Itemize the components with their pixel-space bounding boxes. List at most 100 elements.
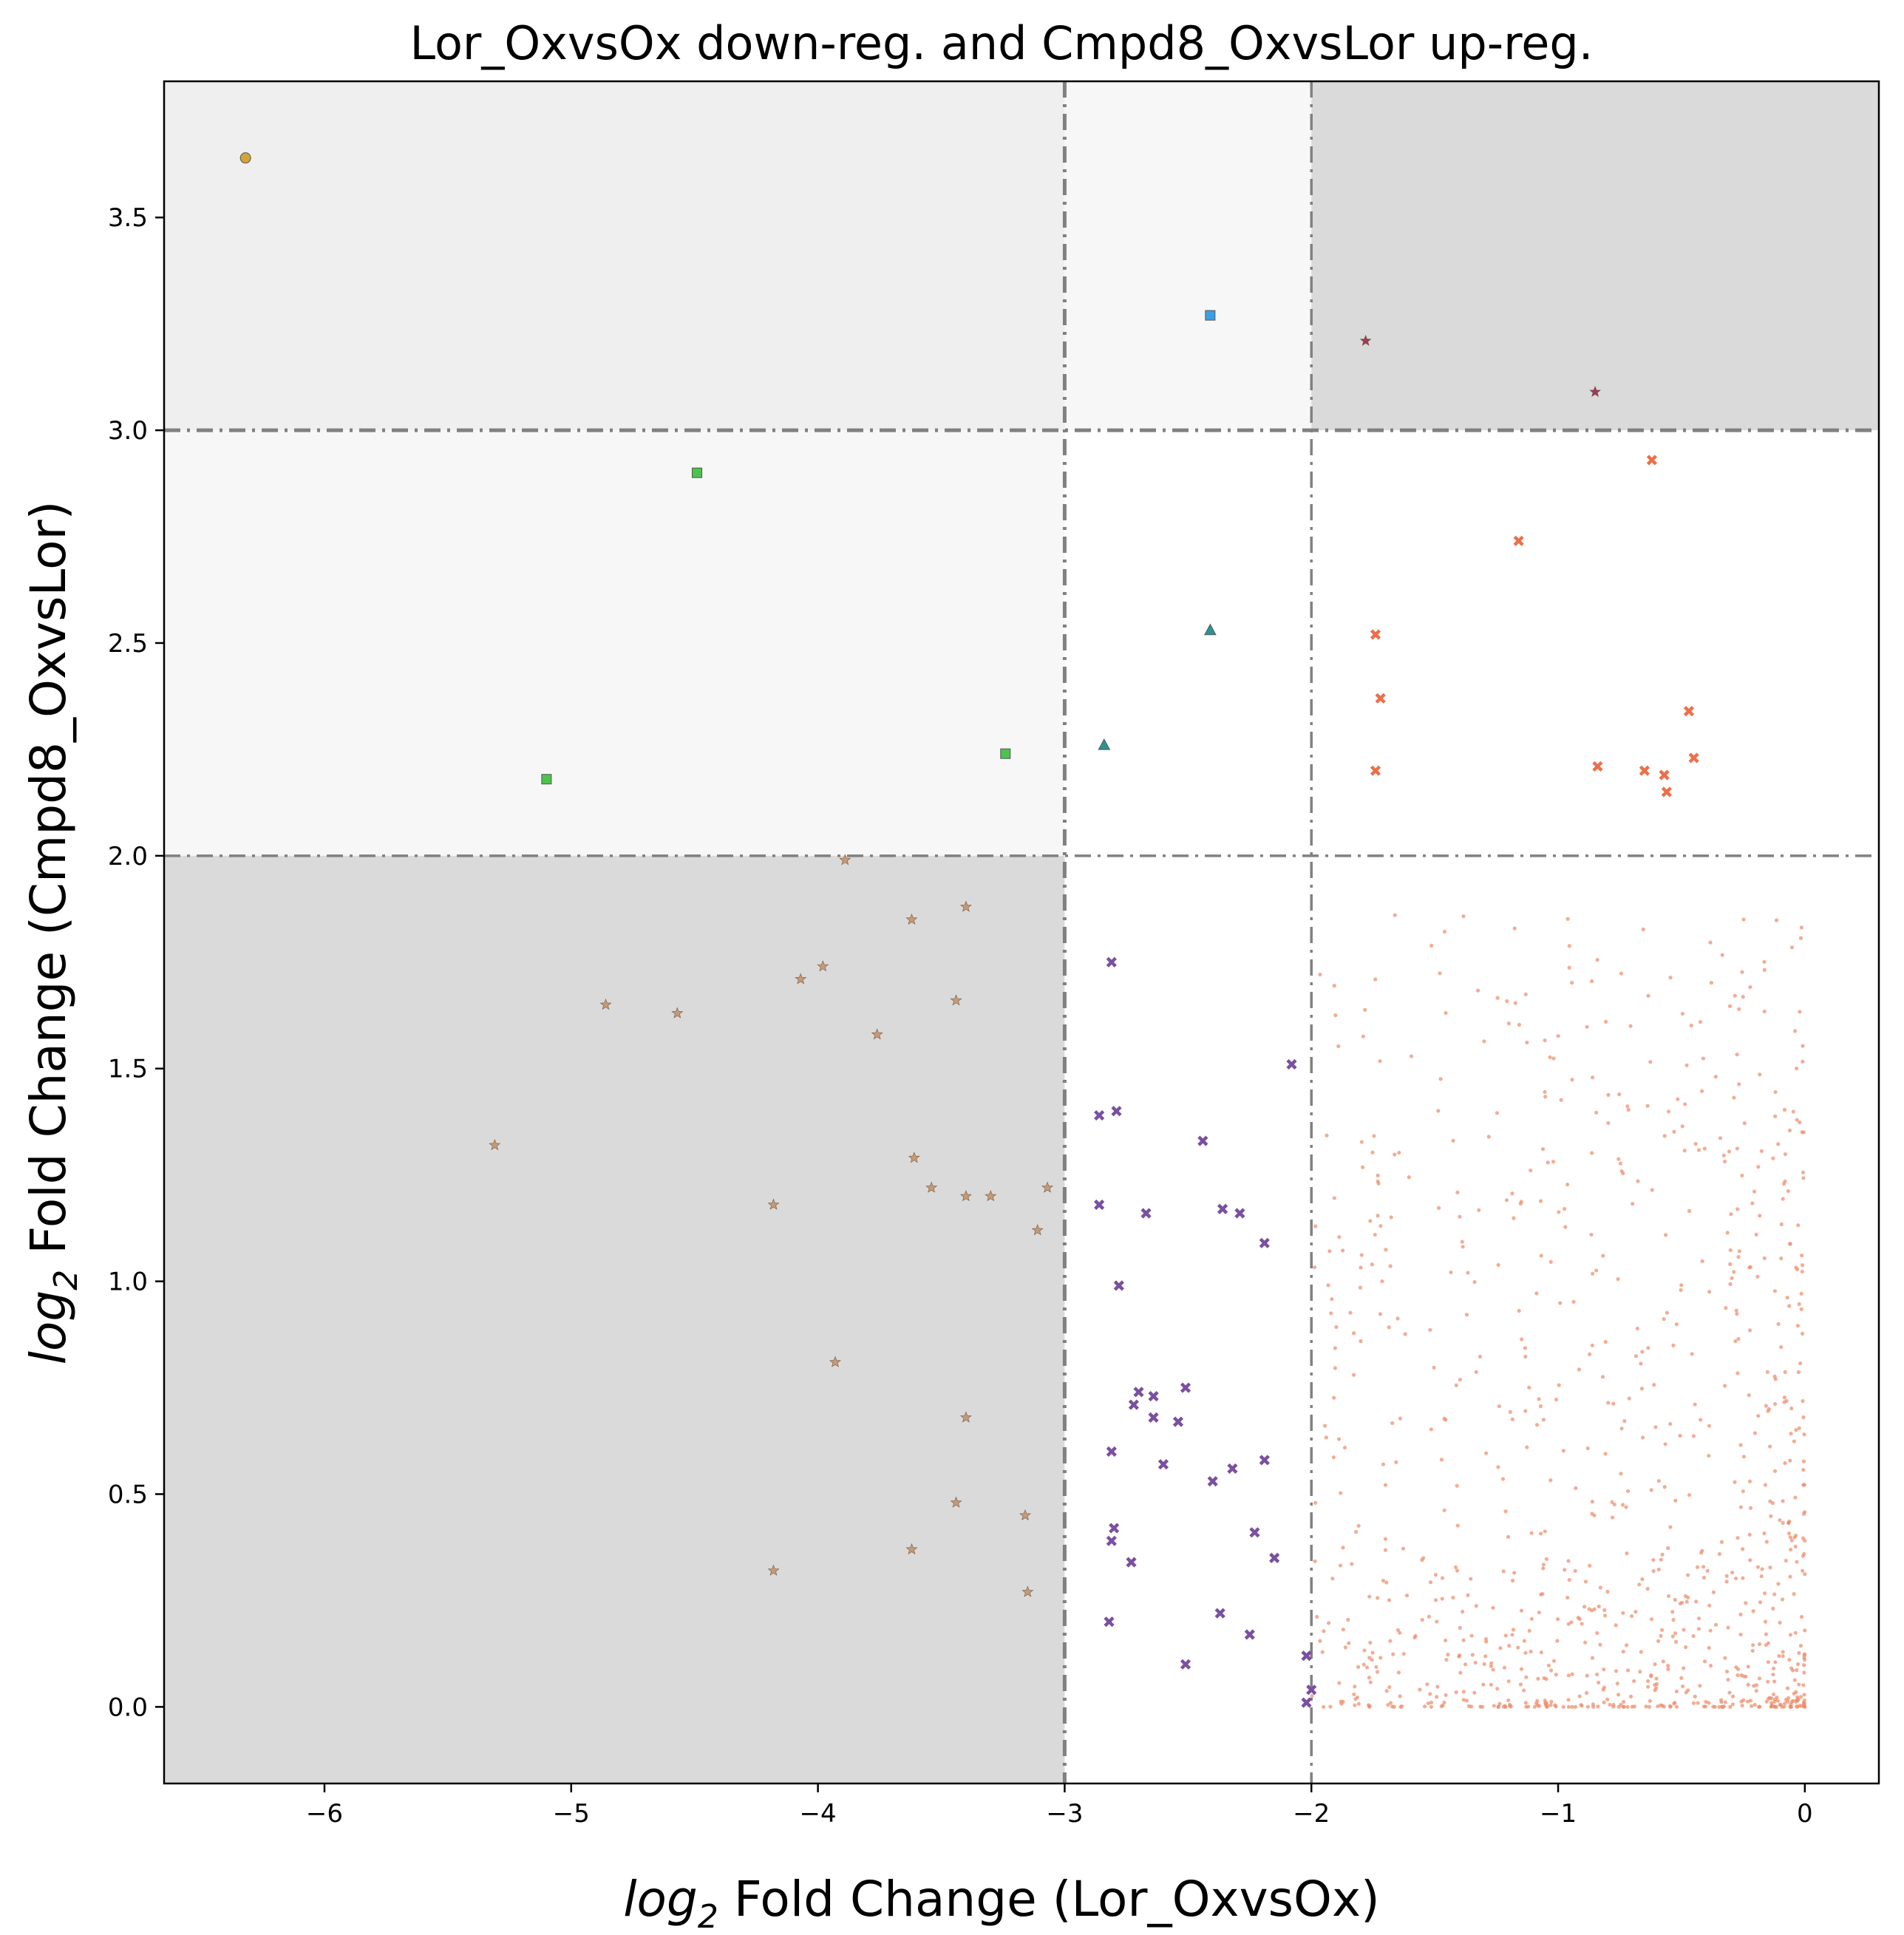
data-point-background	[1498, 1646, 1503, 1650]
data-point-background	[1800, 1331, 1805, 1336]
data-point-background	[1429, 943, 1434, 948]
data-point-background	[1793, 1630, 1798, 1635]
data-point	[905, 1543, 918, 1555]
data-point-background	[1762, 1009, 1767, 1014]
data-point-background	[1781, 1182, 1786, 1186]
data-point	[1375, 693, 1386, 704]
data-point-background	[1635, 1326, 1639, 1331]
data-point-background	[1590, 979, 1594, 984]
data-point-background	[1755, 1565, 1761, 1569]
data-point-background	[1523, 992, 1528, 996]
data-point-background	[1752, 1684, 1756, 1688]
data-point-background	[1378, 1224, 1383, 1228]
data-point-background	[1798, 1695, 1803, 1699]
data-point-background	[1565, 1183, 1570, 1187]
data-point-background	[1801, 1536, 1806, 1540]
plot-area: −6 −5 −4 −3 −2 −1 0 0.0 0.5 1.0 1.5 2.0 2.5 3.0 3.5	[108, 80, 1880, 1829]
data-point-background	[1782, 1395, 1787, 1400]
data-point	[1126, 1557, 1137, 1568]
data-point-background	[1527, 1385, 1531, 1390]
data-point-background	[1730, 1702, 1735, 1707]
data-point-background	[1622, 1704, 1626, 1709]
data-point-background	[1737, 1082, 1741, 1086]
data-point-background	[1789, 1538, 1794, 1543]
data-point-background	[1757, 1676, 1762, 1681]
data-point-background	[1691, 1633, 1696, 1639]
data-point-background	[1603, 1339, 1608, 1344]
data-point-background	[1600, 1375, 1605, 1379]
data-point-background	[1684, 1063, 1689, 1067]
data-point-background	[1326, 1283, 1330, 1288]
data-point-background	[1451, 1595, 1455, 1600]
data-point-background	[1606, 1401, 1611, 1405]
data-point-background	[1361, 1165, 1365, 1169]
data-point-background	[1659, 1557, 1663, 1562]
data-point-background	[1654, 1676, 1659, 1681]
data-point-background	[1486, 1135, 1491, 1139]
data-point-background	[1632, 1679, 1636, 1684]
data-point-background	[1366, 1703, 1371, 1707]
data-point-background	[1641, 1435, 1645, 1440]
data-point-background	[1347, 1641, 1351, 1645]
data-point-background	[1791, 1109, 1795, 1114]
y-tick-label: 3.0	[108, 416, 148, 446]
data-point-background	[1762, 1531, 1767, 1536]
data-point-background	[1769, 1704, 1774, 1709]
data-point-background	[1673, 1631, 1678, 1636]
data-point-background	[1772, 1666, 1776, 1670]
data-point	[1259, 1455, 1270, 1466]
y-tick-label: 1.5	[108, 1055, 148, 1084]
x-axis-label: log2 Fold Change (Lor_OxvsOx)	[623, 1871, 1380, 1935]
data-point-background	[1639, 1361, 1643, 1366]
data-point-background	[1769, 1696, 1774, 1701]
data-point-background	[1762, 1256, 1767, 1260]
data-point-background	[1469, 1704, 1474, 1709]
data-point-background	[1734, 1576, 1738, 1581]
data-point-background	[1741, 995, 1745, 999]
data-point-background	[1686, 1573, 1690, 1577]
data-point-background	[1438, 971, 1442, 976]
data-point-background	[1735, 1371, 1740, 1375]
data-point-background	[1510, 1578, 1515, 1583]
data-point-background	[1378, 1656, 1383, 1660]
x-tick-label: −1	[1540, 1799, 1577, 1829]
data-point-background	[1758, 1600, 1763, 1605]
data-point-background	[1631, 1202, 1635, 1206]
data-point-background	[1708, 1628, 1713, 1633]
data-point-background	[1525, 1445, 1529, 1449]
data-point-background	[1361, 1034, 1365, 1038]
data-point-background	[1785, 1296, 1789, 1300]
data-point-background	[1626, 1107, 1631, 1112]
data-point	[1000, 748, 1011, 759]
data-point-background	[1641, 927, 1645, 932]
data-point-background	[1473, 1660, 1478, 1665]
data-point-background	[1523, 1650, 1528, 1655]
data-point-background	[1484, 1451, 1489, 1455]
data-point-background	[1482, 1662, 1486, 1667]
data-point-background	[1724, 1670, 1730, 1674]
data-point	[950, 994, 962, 1006]
data-point	[1301, 1697, 1312, 1708]
data-point-background	[1649, 1673, 1653, 1678]
data-point-background	[1534, 1291, 1539, 1296]
data-point-background	[1624, 1505, 1628, 1509]
data-point-background	[1638, 1670, 1642, 1674]
data-point-background	[1548, 1478, 1553, 1483]
data-point-background	[1698, 1418, 1703, 1422]
data-point-background	[1477, 1208, 1481, 1212]
data-point-background	[1469, 1577, 1473, 1581]
data-point-background	[1338, 1563, 1343, 1568]
data-point-background	[1428, 1327, 1432, 1332]
shaded-region-2	[1311, 81, 1879, 431]
data-point-background	[1752, 1431, 1758, 1435]
data-point-background	[1427, 1614, 1432, 1619]
data-point	[1688, 752, 1699, 764]
data-point-background	[1458, 1214, 1462, 1219]
data-point-background	[1436, 1205, 1441, 1210]
data-point-background	[1523, 1354, 1528, 1359]
data-point-background	[1412, 1635, 1417, 1640]
data-point-background	[1649, 1617, 1654, 1622]
data-point-background	[1730, 1694, 1735, 1698]
data-point-background	[1615, 1681, 1619, 1686]
data-point-background	[1802, 1693, 1806, 1697]
